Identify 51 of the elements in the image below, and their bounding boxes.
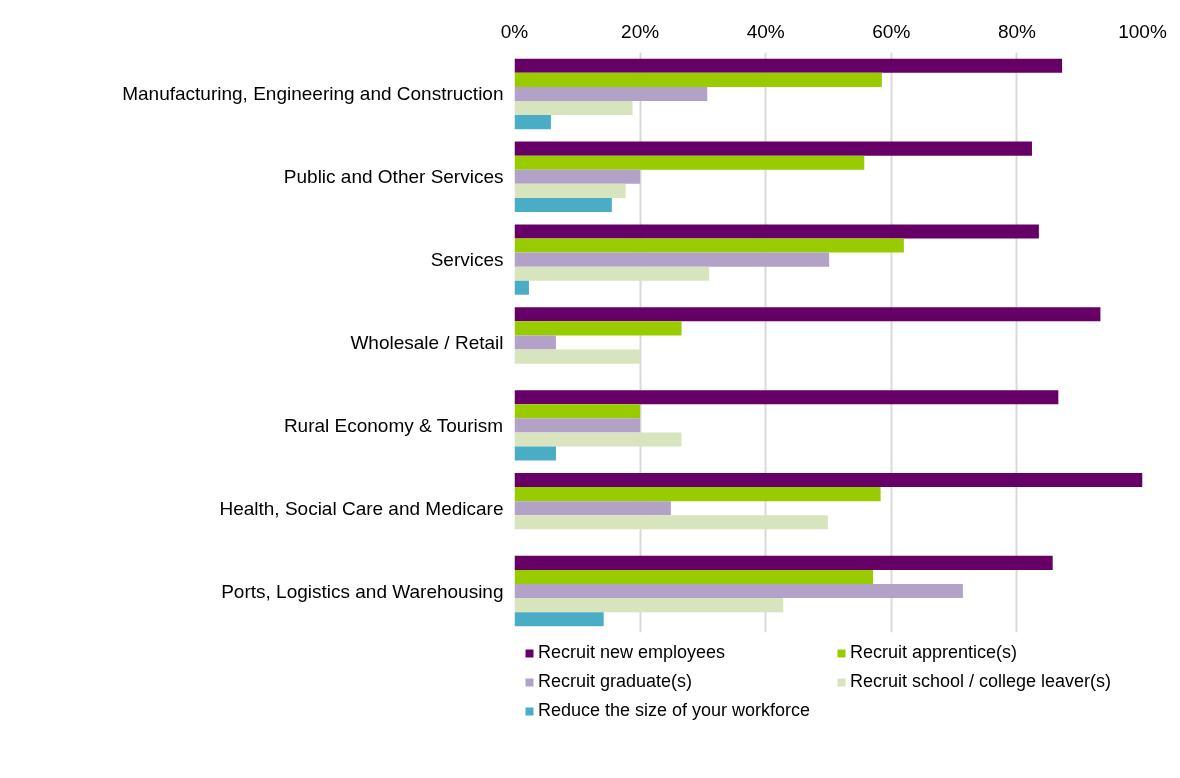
bar [514,321,682,336]
bar [514,598,784,613]
bar [514,349,641,364]
y-tick-label: Health, Social Care and Medicare [219,497,504,519]
bar [514,418,641,433]
bar [514,280,529,295]
x-tick-label: 80% [997,20,1037,42]
bar [514,86,708,101]
bar [514,515,828,530]
y-tick-label: Services [430,249,504,271]
bar [514,446,556,461]
bar [514,404,641,419]
y-tick-label: Rural Economy & Tourism [283,414,504,436]
x-tick-label: 60% [872,20,911,42]
bar [514,612,604,627]
x-tick-label: 0% [500,20,529,42]
x-tick-label: 20% [621,20,660,42]
bar [514,100,633,116]
bar [514,432,682,447]
bar [514,72,882,87]
legend-label: Recruit graduate(s) [538,671,694,692]
bar [514,169,641,184]
bar [514,307,1101,322]
bar [514,584,963,599]
bar [514,58,1063,73]
legend-label: Recruit new employees [538,642,727,663]
legend-label: Recruit school / college leaver(s) [850,671,1113,692]
bar [514,252,830,267]
bar [514,266,710,281]
bar [514,155,865,170]
bar [514,555,1053,570]
x-tick-label: 40% [746,20,785,42]
y-tick-label: Ports, Logistics and Warehousing [221,580,504,602]
legend-label: Recruit apprentice(s) [850,642,1019,663]
legend-label: Reduce the size of your workforce [538,700,812,721]
bar [514,501,671,516]
bar [514,390,1059,405]
bar [514,487,881,502]
bar [514,335,556,350]
bar [514,473,1143,488]
bar [514,197,612,212]
y-tick-label: Wholesale / Retail [350,332,504,353]
bar [514,115,551,130]
y-tick-label: Manufacturing, Engineering and Construction [122,83,504,105]
bar [514,569,874,585]
bar [514,238,904,253]
bar [514,224,1039,239]
bar [514,141,1032,156]
y-tick-label: Public and Other Services [283,166,504,188]
bar [514,183,626,198]
x-tick-label: 100% [1118,20,1167,42]
